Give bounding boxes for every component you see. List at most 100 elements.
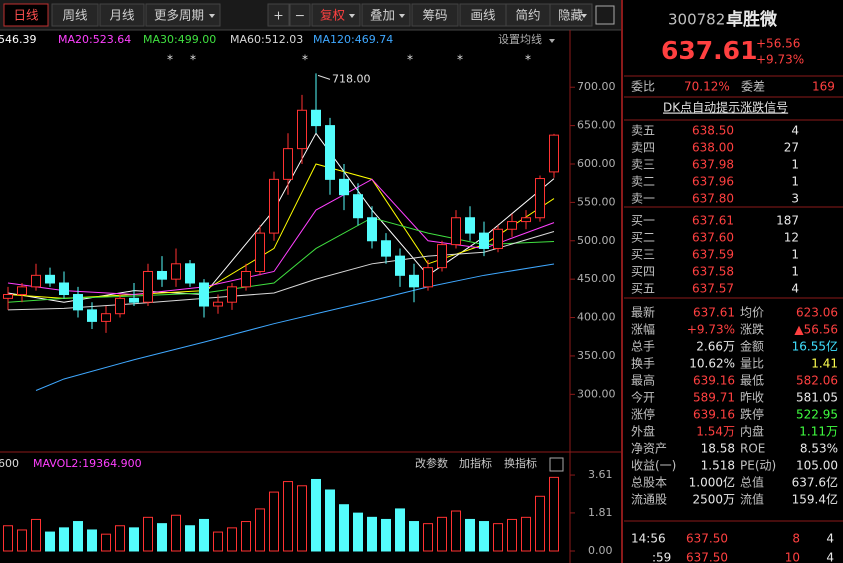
signal-link[interactable]: DK点自动提示涨跌信号 [663, 100, 788, 115]
vol-button[interactable]: 改参数 [415, 456, 448, 470]
y-tick-label: 550.00 [577, 195, 616, 208]
candle-body [199, 282, 209, 307]
book-level: 卖二 [631, 175, 655, 189]
book-level: 买四 [631, 265, 655, 279]
volume-bar [143, 516, 153, 552]
toolbar-button[interactable] [411, 3, 459, 27]
volume-bar [465, 518, 475, 552]
ratio-cell: 70.12% [684, 80, 730, 94]
toolbar-label[interactable]: 筹码 [422, 8, 447, 23]
toolbar-label[interactable]: 周线 [62, 8, 88, 23]
volume-bar [549, 476, 559, 552]
toolbar-button[interactable] [549, 3, 593, 27]
tick-count: 4 [826, 532, 834, 546]
volume-bar [185, 525, 195, 552]
book-volume: 4 [791, 124, 799, 138]
toolbar-button[interactable] [311, 3, 361, 27]
candle-body [549, 134, 559, 173]
volume-bar [493, 523, 503, 552]
book-price: 637.58 [692, 265, 734, 279]
y-tick-label: 3.61 [588, 468, 613, 481]
toolbar-button[interactable] [267, 3, 290, 27]
book-volume: 27 [784, 141, 799, 155]
ratio-cell: 169 [812, 80, 835, 94]
volume-bar [255, 508, 265, 552]
vol-legend: 600 [0, 457, 19, 470]
ma-legend: MA30:499.00 [143, 33, 216, 46]
vol-legend: MAVOL2:19364.900 [33, 457, 142, 470]
toolbar-button[interactable] [51, 3, 99, 27]
toolbar-button[interactable] [145, 3, 221, 27]
toolbar-button[interactable] [3, 3, 49, 27]
toolbar-label[interactable]: − [295, 8, 305, 23]
book-price: 637.57 [692, 282, 734, 296]
candle-body [507, 221, 517, 230]
y-tick-label: 650.00 [577, 119, 616, 132]
setting-label[interactable]: 设置均线 [498, 32, 542, 46]
stat-label: 涨跌 [740, 322, 764, 337]
volume-bar [227, 527, 237, 552]
volume-bar [283, 481, 293, 552]
volume-bar [269, 491, 279, 552]
stat-label: 最新 [631, 305, 655, 320]
book-volume: 1 [791, 248, 799, 262]
book-volume: 187 [776, 214, 799, 228]
toolbar-button[interactable] [361, 3, 411, 27]
ma-line [35, 263, 555, 391]
toolbar-label[interactable]: 简约 [515, 8, 540, 23]
stat-label: 今开 [631, 390, 655, 405]
book-level: 买一 [631, 214, 655, 228]
star: * [525, 53, 531, 67]
stat-label: 收益(一) [631, 459, 676, 473]
ratio-cell: 委比 [631, 80, 655, 94]
stock-code: 300782 [668, 11, 725, 29]
y-tick-label: 400.00 [577, 311, 616, 324]
book-level: 卖一 [631, 192, 655, 206]
toolbar-label[interactable]: 叠加 [370, 8, 395, 23]
book-level: 买二 [631, 231, 655, 245]
tick-volume: 10 [785, 551, 800, 563]
volume-bar [353, 512, 363, 552]
last-price: 637.61 [661, 36, 757, 65]
candle-body [437, 244, 447, 269]
toolbar-label[interactable]: 月线 [109, 8, 135, 23]
volume-bar [17, 529, 27, 552]
stat-value: 581.05 [796, 391, 838, 405]
book-level: 卖三 [631, 158, 655, 172]
stat-label: 最低 [740, 374, 764, 388]
stat-value: 2.66万 [696, 340, 735, 354]
toolbar-label[interactable]: 日线 [13, 8, 39, 23]
toolbar-label[interactable]: + [273, 8, 283, 23]
candle-body [451, 217, 461, 246]
stat-label: 总手 [631, 340, 655, 354]
candle-body [423, 267, 433, 288]
dropdown-arrow [549, 39, 555, 43]
candle-body [465, 217, 475, 234]
vol-button[interactable]: 加指标 [459, 456, 492, 470]
ma-legend: MA60:512.03 [230, 33, 303, 46]
book-price: 638.50 [692, 124, 734, 138]
stat-label: 总股本 [631, 476, 667, 490]
stat-label: 跌停 [740, 407, 764, 422]
toolbar-button[interactable] [99, 3, 145, 27]
candle-body [325, 125, 335, 180]
ratio-cell: 委差 [741, 80, 765, 94]
stat-value: 589.71 [693, 391, 735, 405]
y-tick-label: 450.00 [577, 272, 616, 285]
toolbar-label[interactable]: 隐藏 [558, 8, 584, 23]
candle-body [339, 178, 349, 196]
annotation: 718.00 [332, 72, 371, 85]
toolbar-label[interactable]: 更多周期 [154, 8, 204, 23]
fullscreen-button[interactable] [595, 5, 615, 25]
volume-bar [59, 527, 69, 552]
y-tick-label: 1.81 [588, 506, 613, 519]
book-level: 卖四 [631, 141, 655, 155]
candle-body [269, 178, 279, 234]
vol-button[interactable]: 换指标 [504, 456, 537, 470]
close-button[interactable] [549, 457, 564, 472]
toolbar-button[interactable] [289, 3, 311, 27]
dropdown-arrow [209, 14, 215, 18]
toolbar-label[interactable]: 画线 [470, 8, 496, 23]
toolbar-label[interactable]: 复权 [320, 8, 346, 23]
